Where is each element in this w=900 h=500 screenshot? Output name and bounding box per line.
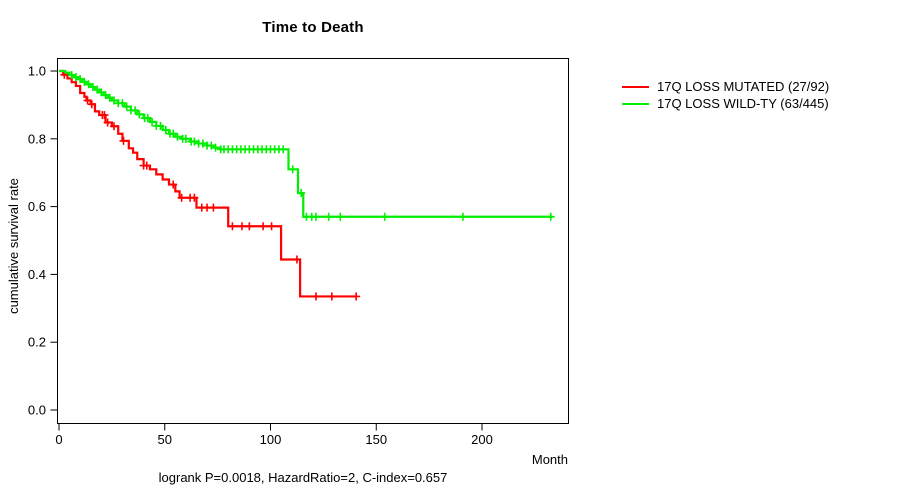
legend-label-mutated: 17Q LOSS MUTATED (27/92) (657, 79, 830, 94)
x-tick-label: 50 (158, 432, 172, 447)
y-tick-label: 0.6 (28, 199, 46, 214)
legend-label-wildtype: 17Q LOSS WILD-TY (63/445) (657, 96, 829, 111)
x-axis-title: Month (531, 452, 568, 467)
legend-item-mutated: 17Q LOSS MUTATED (27/92) (622, 78, 829, 95)
x-tick-label: 100 (260, 432, 282, 447)
y-tick-label: 0.4 (28, 267, 46, 282)
y-tick-label: 0.8 (28, 131, 46, 146)
legend-item-wildtype: 17Q LOSS WILD-TY (63/445) (622, 95, 829, 112)
legend-line-mutated-icon (622, 85, 649, 88)
plot-box (57, 58, 569, 424)
survival-curve-0 (59, 69, 358, 298)
chart-title: Time to Death (262, 19, 364, 36)
y-tick-label: 0.0 (28, 403, 46, 418)
y-tick-label: 1.0 (28, 64, 46, 79)
survival-curve-1 (59, 69, 553, 218)
legend: 17Q LOSS MUTATED (27/92) 17Q LOSS WILD-T… (622, 78, 829, 112)
x-tick-label: 0 (55, 432, 62, 447)
legend-line-wildtype-icon (622, 102, 649, 105)
y-tick-label: 0.2 (28, 335, 46, 350)
stats-annotation: logrank P=0.0018, HazardRatio=2, C-index… (158, 470, 448, 485)
x-tick-label: 200 (471, 432, 493, 447)
x-tick-label: 150 (365, 432, 387, 447)
